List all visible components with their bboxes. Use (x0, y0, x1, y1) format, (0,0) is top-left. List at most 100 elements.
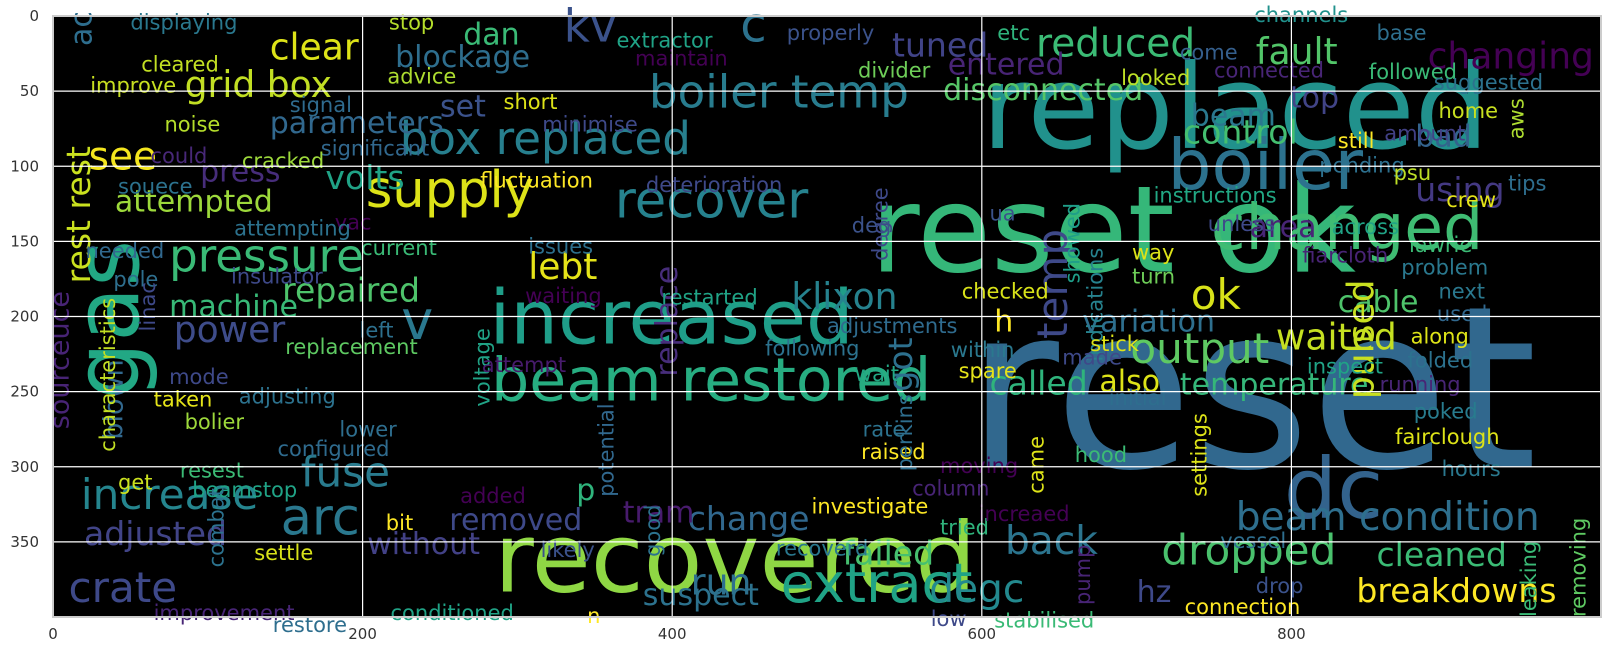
x-tick-label: 600 (967, 625, 996, 643)
word-within: within (951, 338, 1015, 362)
word-across: across (1332, 215, 1399, 239)
plot-frame (52, 15, 1602, 618)
word-called: called (990, 364, 1088, 403)
word-adjusted: adjusted (84, 514, 227, 553)
word-recoverd: recoverd (776, 536, 868, 560)
word-advice: advice (387, 65, 456, 89)
word-clear: clear (270, 27, 359, 69)
word-base: base (1377, 21, 1427, 45)
word-blown: blown (99, 359, 130, 439)
word-recovered: recovered (494, 503, 976, 615)
word-problem: problem (1401, 255, 1488, 279)
word-fiarcloth: fiarcloth (1302, 243, 1388, 267)
word-pulsed: pulsed (1340, 279, 1382, 399)
x-tick-label: 800 (1277, 625, 1306, 643)
word-attempt: attempt (482, 353, 566, 377)
word-gas: gas (55, 240, 160, 399)
word-mode: mode (169, 365, 229, 389)
word-attempted: attempted (115, 184, 273, 219)
word-temp: temp (1028, 229, 1077, 339)
word-lebt: lebt (528, 246, 597, 288)
word-settle: settle (254, 541, 313, 565)
word-kv: kv (564, 0, 617, 53)
word-blockage: blockage (395, 40, 530, 75)
word-pressure: pressure (169, 229, 364, 282)
word-ok: ok (1191, 270, 1242, 319)
word-tram: tram (623, 495, 695, 530)
word-characteristics: characteristics (96, 298, 120, 452)
word-pump: pump (1071, 545, 1095, 605)
word-aws: aws (1505, 98, 1529, 139)
word-adjusting: adjusting (239, 385, 336, 409)
word-etc: etc (997, 21, 1030, 45)
word-cleaned: cleaned (1377, 535, 1507, 574)
word-fluctuation: fluctuation (480, 168, 593, 192)
word-increaed: increaed (979, 502, 1070, 526)
word-failed: failed (843, 533, 935, 572)
word-raised: raised (861, 440, 926, 464)
word-issues: issues (528, 234, 593, 258)
word-deg: deg (852, 213, 892, 237)
word-replaced: replaced (982, 39, 1489, 176)
word-arc: arc (281, 488, 360, 547)
word-folded: folded (1408, 349, 1474, 373)
word-c: c (740, 0, 766, 54)
word-removed: removed (449, 503, 582, 538)
word-ua: ua (990, 201, 1016, 225)
word-investigate: investigate (812, 494, 929, 518)
word-rate: rate (863, 418, 906, 442)
word-divider: divider (858, 59, 931, 83)
word-boiler-temp: boiler temp (649, 66, 909, 119)
word-noise: noise (165, 113, 221, 137)
word-turn: turn (1132, 264, 1175, 288)
y-tick-label: 300 (10, 458, 39, 476)
word-insulator: insulator (231, 264, 323, 288)
x-axis-ticks: 0 200 400 600 800 (48, 625, 1305, 643)
word-deterioration: deterioration (646, 173, 782, 197)
word-vac: vac (335, 210, 372, 234)
word-combat: combat (204, 488, 228, 567)
x-tick-label: 400 (658, 625, 687, 643)
word-indications: indications (1084, 248, 1108, 362)
word-settings: settings (1187, 413, 1211, 497)
word-beam-restored: beam restored (491, 346, 931, 416)
word-pole: pole (113, 267, 158, 291)
word-cleared: cleared (141, 53, 219, 77)
word-volts: volts (325, 158, 404, 197)
word-increased: increased (490, 274, 854, 362)
word-linac: linac (136, 282, 160, 331)
word-current: current (361, 236, 437, 260)
word-h: h (994, 305, 1013, 340)
word-entered: entered (948, 48, 1065, 83)
word-poked: poked (1414, 400, 1478, 424)
word-tips: tips (1508, 171, 1546, 195)
y-tick-label: 0 (29, 7, 39, 25)
word-stop: stop (389, 11, 434, 35)
word-came: came (1025, 436, 1049, 494)
word-replace: replace (650, 266, 685, 377)
word-temperature: temperature (1180, 368, 1369, 403)
word-amount: amount (1384, 122, 1465, 146)
word-stick: stick (1090, 332, 1140, 356)
word-repaired: repaired (282, 271, 420, 310)
word-recover: recover (615, 171, 808, 230)
word-signal: signal (290, 93, 352, 117)
word-good: good (641, 505, 665, 557)
word-set: set (440, 90, 486, 125)
word-made: made (1062, 346, 1122, 370)
word-bolier: bolier (185, 410, 245, 434)
word-conditioned: conditioned (391, 601, 514, 625)
word-showed: showed (1060, 203, 1084, 284)
word-hz: hz (1137, 575, 1172, 610)
word-reduced: reduced (1036, 22, 1195, 67)
word-grid-box: grid box (185, 64, 332, 106)
word-klixon: klixon (791, 276, 897, 318)
word-beamstop: beamstop (192, 478, 297, 502)
word-pending: pending (1319, 153, 1404, 177)
word-still: still (1338, 129, 1375, 153)
word-parameters: parameters (270, 106, 444, 141)
word-crew: crew (1446, 188, 1496, 212)
word-vessel: vessel (1220, 529, 1286, 553)
word-low: low (931, 607, 967, 631)
word-maintain: maintain (635, 47, 728, 71)
